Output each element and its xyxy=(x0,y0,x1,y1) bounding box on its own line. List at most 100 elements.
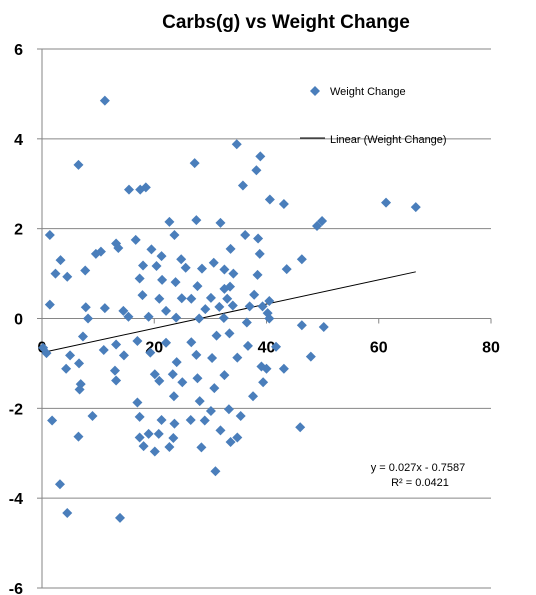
data-point-70 xyxy=(257,301,268,312)
data-point-81 xyxy=(318,322,329,333)
data-point-100 xyxy=(232,352,243,363)
data-point-20 xyxy=(130,234,141,245)
data-point-65 xyxy=(161,305,172,316)
data-point-37 xyxy=(62,271,73,282)
data-point-142 xyxy=(210,466,221,477)
data-point-114 xyxy=(154,375,165,386)
data-point-25 xyxy=(253,233,264,244)
data-point-105 xyxy=(109,365,120,376)
data-point-125 xyxy=(134,411,145,422)
data-point-128 xyxy=(199,415,210,426)
data-point-121 xyxy=(168,391,179,402)
data-point-89 xyxy=(224,328,235,339)
data-point-45 xyxy=(252,269,263,280)
data-point-53 xyxy=(249,289,260,300)
trendline-group xyxy=(43,271,416,353)
data-point-97 xyxy=(171,357,182,368)
data-point-48 xyxy=(157,274,168,285)
data-point-85 xyxy=(132,335,143,346)
r-squared-text: R² = 0.0421 xyxy=(391,477,449,489)
gridlines xyxy=(42,48,491,589)
data-point-24 xyxy=(240,229,251,240)
trendline-equation: y = 0.027x - 0.7587 R² = 0.0421 xyxy=(371,462,465,489)
data-point-113 xyxy=(111,375,122,386)
data-point-90 xyxy=(242,340,253,351)
data-point-134 xyxy=(153,428,164,439)
data-point-58 xyxy=(205,292,216,303)
data-point-7 xyxy=(123,184,134,195)
data-point-143 xyxy=(225,437,236,448)
data-point-144 xyxy=(54,479,65,490)
data-point-29 xyxy=(225,243,236,254)
data-point-131 xyxy=(47,415,58,426)
data-point-87 xyxy=(186,337,197,348)
data-point-15 xyxy=(312,220,323,231)
legend-label-weight-change: Weight Change xyxy=(330,86,406,98)
data-point-148 xyxy=(169,418,180,429)
data-point-133 xyxy=(134,432,145,443)
data-point-80 xyxy=(296,320,307,331)
data-point-88 xyxy=(211,330,222,341)
data-point-107 xyxy=(167,369,178,380)
data-point-108 xyxy=(192,373,203,384)
data-point-83 xyxy=(77,331,88,342)
data-point-6 xyxy=(237,180,248,191)
data-point-91 xyxy=(271,341,282,352)
legend: Weight Change Linear (Weight Change) xyxy=(300,86,447,146)
legend-marker-diamond xyxy=(310,86,320,96)
data-point-31 xyxy=(55,255,66,266)
data-point-96 xyxy=(145,347,156,358)
data-point-74 xyxy=(143,311,154,322)
y-tick-label-3: 0 xyxy=(14,312,23,329)
data-point-110 xyxy=(261,363,272,374)
data-point-66 xyxy=(200,304,211,315)
data-point-35 xyxy=(296,254,307,265)
data-point-140 xyxy=(164,441,175,452)
x-tick-label-4: 80 xyxy=(482,340,500,357)
data-point-94 xyxy=(98,344,109,355)
data-point-127 xyxy=(185,415,196,426)
data-point-44 xyxy=(228,268,239,279)
data-point-32 xyxy=(156,251,167,262)
data-point-21 xyxy=(169,229,180,240)
x-tick-label-2: 40 xyxy=(258,340,276,357)
data-point-54 xyxy=(137,290,148,301)
data-point-50 xyxy=(192,281,203,292)
data-point-19 xyxy=(44,229,55,240)
x-tick-label-3: 60 xyxy=(370,340,388,357)
data-point-0 xyxy=(99,95,110,106)
data-point-111 xyxy=(278,363,289,374)
y-tick-label-2: 2 xyxy=(14,222,23,239)
data-point-116 xyxy=(209,383,220,394)
equation-text: y = 0.027x - 0.7587 xyxy=(371,462,465,474)
data-point-104 xyxy=(74,358,85,369)
data-point-137 xyxy=(232,432,243,443)
data-point-75 xyxy=(171,312,182,323)
data-point-13 xyxy=(410,202,421,213)
data-point-23 xyxy=(113,242,124,253)
data-point-40 xyxy=(151,260,162,271)
data-point-77 xyxy=(218,313,229,324)
data-point-79 xyxy=(264,313,275,324)
data-point-135 xyxy=(168,432,179,443)
data-point-149 xyxy=(205,406,216,417)
data-point-41 xyxy=(180,262,191,273)
data-point-46 xyxy=(281,264,292,275)
data-point-146 xyxy=(115,512,126,523)
y-tick-label-0: 6 xyxy=(14,42,23,59)
data-point-42 xyxy=(196,263,207,274)
data-point-124 xyxy=(87,410,98,421)
data-point-136 xyxy=(215,425,226,436)
data-point-102 xyxy=(305,351,316,362)
data-point-98 xyxy=(191,349,202,360)
data-point-56 xyxy=(176,293,187,304)
data-point-36 xyxy=(50,268,61,279)
data-point-95 xyxy=(118,350,129,361)
data-point-61 xyxy=(44,299,55,310)
data-point-33 xyxy=(176,254,187,265)
data-point-43 xyxy=(219,264,230,275)
data-point-76 xyxy=(194,313,205,324)
data-point-119 xyxy=(74,384,85,395)
data-point-39 xyxy=(138,260,149,271)
data-point-84 xyxy=(111,339,122,350)
